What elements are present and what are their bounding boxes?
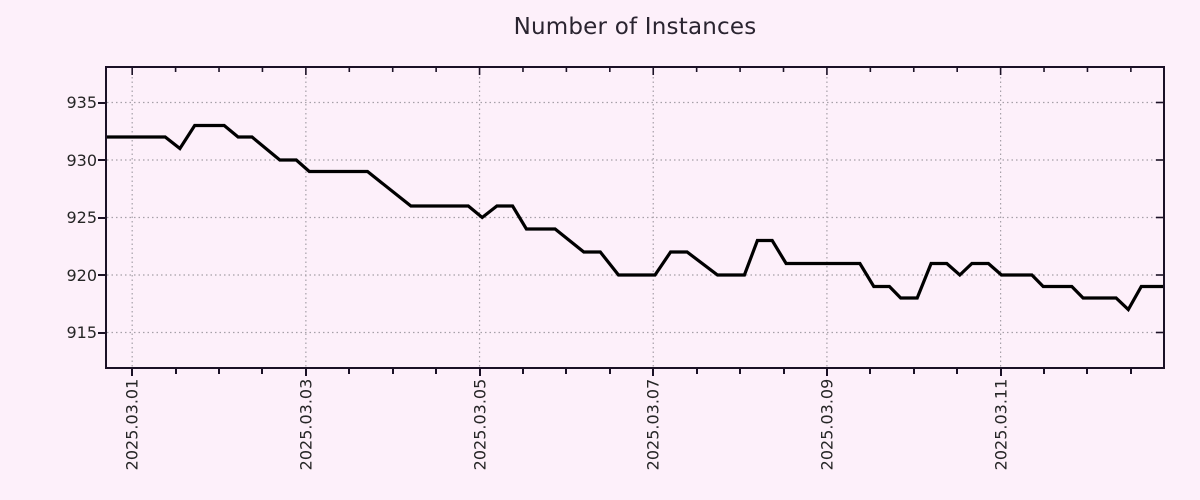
y-tick-label: 930 [66, 150, 97, 170]
x-tick-bottom [1129, 369, 1132, 374]
y-tick-label: 920 [66, 265, 97, 285]
x-tick-bottom [999, 369, 1002, 376]
x-tick-bottom [956, 369, 959, 374]
series-line-instances [107, 123, 1163, 313]
y-tick-label: 935 [66, 93, 97, 112]
x-tick-bottom [218, 369, 221, 374]
y-tick-label: 915 [66, 323, 97, 342]
y-tick-left [98, 101, 105, 104]
plot-svg [107, 68, 1163, 367]
chart-title: Number of Instances [513, 14, 757, 40]
y-tick-left [98, 216, 105, 219]
x-tick-label: 2025.03.01 [122, 378, 142, 471]
x-tick-bottom [565, 369, 568, 374]
plot-area [105, 66, 1165, 369]
x-tick-bottom [435, 369, 438, 374]
y-tick-left [98, 331, 105, 334]
x-tick-bottom [261, 369, 264, 374]
x-tick-bottom [608, 369, 611, 374]
x-tick-label: 2025.03.07 [643, 378, 663, 471]
x-tick-label: 2025.03.03 [296, 378, 316, 471]
y-tick-left [98, 159, 105, 161]
x-tick-bottom [695, 369, 698, 374]
x-tick-bottom [782, 369, 785, 374]
x-tick-bottom [1043, 369, 1046, 374]
x-tick-bottom [869, 369, 872, 374]
x-tick-bottom [348, 369, 351, 374]
x-tick-bottom [391, 369, 394, 374]
x-tick-bottom [304, 369, 307, 376]
x-tick-bottom [825, 369, 828, 376]
x-tick-label: 2025.03.11 [991, 378, 1011, 471]
x-tick-label: 2025.03.05 [470, 378, 490, 471]
x-tick-bottom [131, 369, 134, 376]
x-tick-label: 2025.03.09 [817, 378, 837, 471]
y-tick-label: 925 [66, 208, 97, 227]
x-tick-bottom [174, 369, 177, 374]
x-tick-bottom [652, 369, 655, 376]
x-tick-bottom [739, 369, 742, 374]
x-tick-bottom [912, 369, 915, 374]
x-tick-bottom [521, 369, 524, 374]
x-tick-bottom [478, 369, 481, 376]
x-tick-bottom [1086, 369, 1089, 374]
y-tick-left [98, 274, 105, 276]
